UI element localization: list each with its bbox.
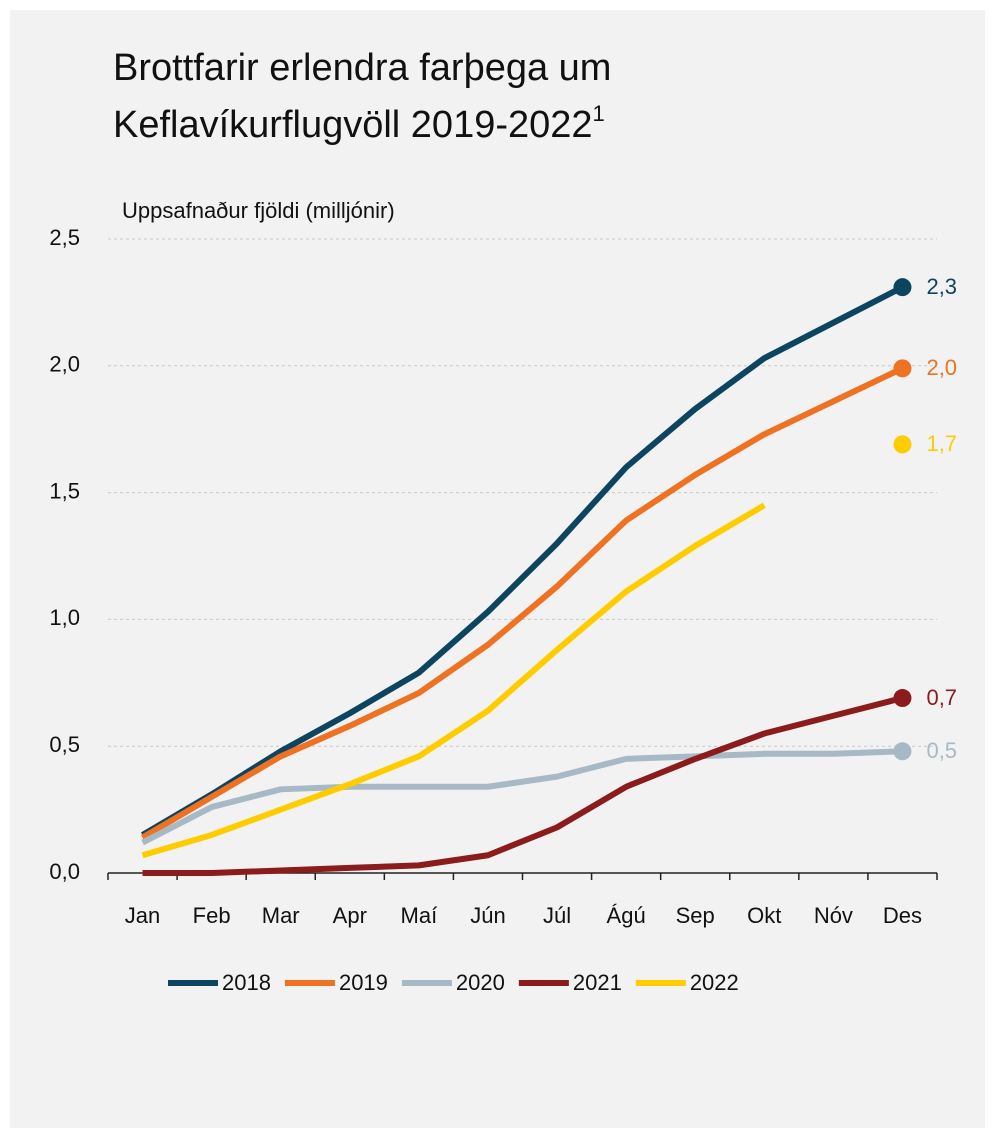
y-tick-label: 0,0 [49,859,80,884]
end-marker [893,742,912,761]
title-text: Brottfarir erlendra farþega um Keflavíku… [113,47,612,146]
x-tick-label: Maí [401,903,438,928]
end-label: 2,3 [926,274,957,299]
end-marker [893,689,912,708]
chart-panel [10,10,985,1128]
legend-label: 2022 [690,970,739,995]
y-axis-label: Uppsafnaður fjöldi (milljónir) [122,198,395,223]
title-superscript: 1 [592,101,605,126]
series-line [141,365,904,841]
y-tick-label: 0,5 [49,732,80,757]
x-tick-label: Ágú [607,903,646,928]
end-marker [893,278,912,297]
series-line [141,748,903,846]
legend-label: 2019 [339,970,388,995]
x-tick-label: Jan [125,903,160,928]
chart-title: Brottfarir erlendra farþega um Keflavíku… [113,40,733,154]
end-marker [893,359,912,378]
end-label: 2,0 [926,355,957,380]
y-tick-label: 1,0 [49,605,80,630]
x-tick-label: Jún [470,903,505,928]
legend-label: 2021 [573,970,622,995]
x-tick-label: Des [883,903,922,928]
legend-label: 2020 [456,970,505,995]
x-tick-label: Sep [676,903,715,928]
x-tick-label: Okt [747,903,781,928]
end-label: 0,5 [926,738,957,763]
series-line [141,284,904,838]
y-tick-label: 1,5 [49,478,80,503]
end-marker [893,435,912,454]
end-label: 1,7 [926,431,957,456]
legend-label: 2018 [222,970,271,995]
x-tick-label: Mar [262,903,300,928]
y-tick-label: 2,0 [49,352,80,377]
x-tick-label: Apr [333,903,367,928]
series-line [142,695,904,876]
x-tick-label: Júl [543,903,571,928]
x-tick-label: Nóv [814,903,853,928]
end-label: 0,7 [926,685,957,710]
x-tick-label: Feb [193,903,231,928]
y-tick-label: 2,5 [49,225,80,250]
